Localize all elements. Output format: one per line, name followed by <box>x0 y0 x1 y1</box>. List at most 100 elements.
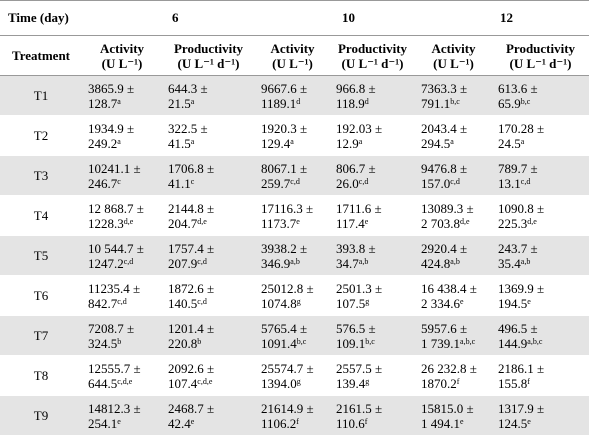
data-table: Time (day) 6 10 12 Treatment Activity (U … <box>0 0 589 436</box>
significance-letter: e <box>527 416 531 426</box>
error-line: 41.1c <box>168 176 255 191</box>
error-line: 1106.2f <box>261 416 330 431</box>
column-header-row: Treatment Activity (U L⁻¹) Productivity (U … <box>0 35 589 76</box>
error-line: 140.5c,d <box>168 296 255 311</box>
column-unit: (U L⁻¹ d⁻¹) <box>341 55 404 71</box>
error-value: 1 494.1 <box>421 415 461 431</box>
column-unit: (U L⁻¹ d⁻¹) <box>177 55 240 71</box>
error-value: 225.3 <box>498 215 528 231</box>
mean-value: 243.7 ± <box>498 240 538 256</box>
significance-letter: b <box>117 336 122 346</box>
error-value: 139.4 <box>336 375 366 391</box>
treatment-cell: T3 <box>0 155 82 196</box>
significance-letter: a,b <box>358 256 369 266</box>
value-cell: 613.6 ±65.9b,c <box>492 75 589 116</box>
error-value: 129.4 <box>261 135 291 151</box>
mean-value: 16 438.4 ± <box>421 280 477 296</box>
error-line: 1870.2f <box>421 376 492 391</box>
error-line: 294.5a <box>421 136 492 151</box>
error-line: 107.5g <box>336 296 415 311</box>
mean-value: 3865.9 ± <box>88 80 135 96</box>
column-unit: (U L⁻¹ d⁻¹) <box>509 55 572 71</box>
value-cell: 2468.7 ±42.4e <box>162 395 256 436</box>
mean-value: 1201.4 ± <box>168 320 215 336</box>
significance-letter: c <box>117 176 121 186</box>
value-cell: 26 232.8 ±1870.2f <box>415 355 493 396</box>
table-row: T7 7208.7 ±324.5b 1201.4 ±220.8b 5765.4 ±10… <box>0 315 589 356</box>
mean-value: 1711.6 ± <box>336 200 382 216</box>
error-value: 842.7 <box>88 295 118 311</box>
mean-value: 1757.4 ± <box>168 240 215 256</box>
significance-letter: a <box>358 136 363 146</box>
error-value: 1074.8 <box>261 295 297 311</box>
mean-value: 393.8 ± <box>336 240 376 256</box>
error-value: 155.8 <box>498 375 528 391</box>
column-header: Activity (U L⁻¹) <box>82 35 163 76</box>
table-row: T8 12555.7 ±644.5c,d,e 2092.6 ±107.4c,d,e 2… <box>0 355 589 396</box>
mean-value: 966.8 ± <box>336 80 376 96</box>
mean-value: 806.7 ± <box>336 160 376 176</box>
error-line: 842.7c,d <box>88 296 162 311</box>
error-value: 110.6 <box>336 415 365 431</box>
time-header: Time (day) <box>0 0 163 36</box>
significance-letter: e <box>527 296 531 306</box>
value-cell: 1711.6 ±117.4e <box>330 195 416 236</box>
mean-value: 9667.6 ± <box>261 80 308 96</box>
significance-letter: c,d <box>520 176 531 186</box>
value-cell: 496.5 ±144.9a,b,c <box>492 315 589 356</box>
column-title: Productivity <box>337 40 408 56</box>
error-line: 41.5a <box>168 136 255 151</box>
error-value: 12.9 <box>336 135 359 151</box>
value-cell: 644.3 ±21.5a <box>162 75 256 116</box>
day-header: 12 <box>492 0 589 36</box>
error-value: 42.4 <box>168 415 191 431</box>
mean-value: 13089.3 ± <box>421 200 474 216</box>
column-header: Productivity (U L⁻¹ d⁻¹) <box>162 35 256 76</box>
column-header: Productivity (U L⁻¹ d⁻¹) <box>330 35 416 76</box>
error-line: 1394.0g <box>261 376 330 391</box>
significance-letter: f <box>364 416 368 426</box>
value-cell: 576.5 ±109.1b,c <box>330 315 416 356</box>
column-header: Activity (U L⁻¹) <box>255 35 331 76</box>
significance-letter: g <box>296 376 301 386</box>
error-value: 117.4 <box>336 215 365 231</box>
error-line: 1 739.1a,b,c <box>421 336 492 351</box>
significance-letter: d <box>296 96 301 106</box>
error-line: 207.9c,d <box>168 256 255 271</box>
error-line: 13.1c,d <box>498 176 589 191</box>
error-value: 220.8 <box>168 335 198 351</box>
significance-letter: d,e <box>460 216 470 226</box>
error-value: 424.8 <box>421 255 451 271</box>
error-line: 12.9a <box>336 136 415 151</box>
mean-value: 1090.8 ± <box>498 200 545 216</box>
mean-value: 8067.1 ± <box>261 160 308 176</box>
error-value: 1091.4 <box>261 335 297 351</box>
error-value: 24.5 <box>498 135 521 151</box>
error-line: 246.7c <box>88 176 162 191</box>
significance-letter: a <box>190 96 195 106</box>
value-cell: 2144.8 ±204.7d,e <box>162 195 256 236</box>
error-line: 194.5e <box>498 296 589 311</box>
mean-value: 10 544.7 ± <box>88 240 144 256</box>
mean-value: 1872.6 ± <box>168 280 215 296</box>
significance-letter: c,d <box>358 176 369 186</box>
mean-value: 1920.3 ± <box>261 120 308 136</box>
error-value: 1394.0 <box>261 375 297 391</box>
error-line: 118.9d <box>336 96 415 111</box>
value-cell: 789.7 ±13.1c,d <box>492 155 589 196</box>
significance-letter: c,d <box>197 256 207 266</box>
error-line: 128.7a <box>88 96 162 111</box>
error-line: 644.5c,d,e <box>88 376 162 391</box>
mean-value: 644.3 ± <box>168 80 208 96</box>
mean-value: 576.5 ± <box>336 320 376 336</box>
significance-letter: a,b,c <box>527 336 543 346</box>
value-cell: 9667.6 ±1189.1d <box>255 75 331 116</box>
table-row: T6 11235.4 ±842.7c,d 1872.6 ±140.5c,d 25012… <box>0 275 589 316</box>
column-unit: (U L⁻¹) <box>433 55 474 71</box>
significance-letter: b <box>197 336 202 346</box>
error-value: 157.0 <box>421 175 451 191</box>
significance-letter: a <box>190 136 195 146</box>
value-cell: 13089.3 ±2 703.8d,e <box>415 195 493 236</box>
error-value: 26.0 <box>336 175 359 191</box>
